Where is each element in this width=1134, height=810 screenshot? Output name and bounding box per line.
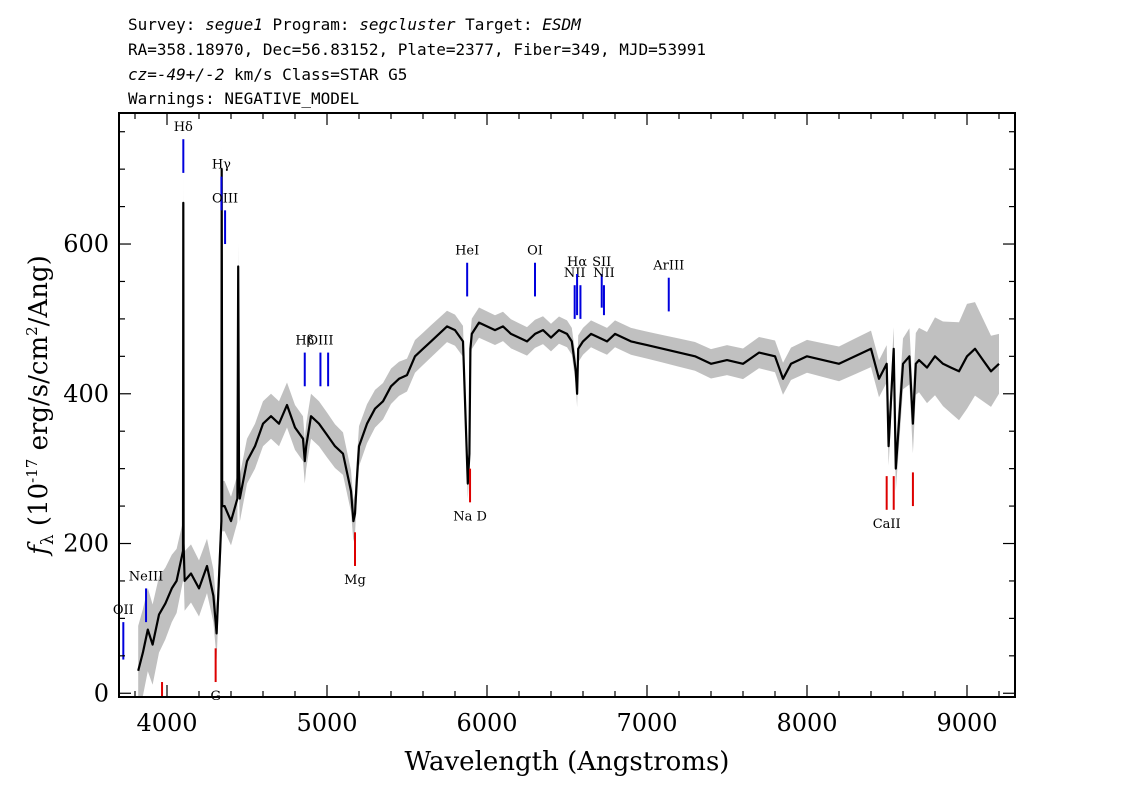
plot-frame	[118, 112, 1016, 698]
emission-line-label: Hα	[567, 255, 587, 270]
emission-line-label: OIII	[307, 334, 333, 349]
emission-line-label: Hγ	[212, 158, 231, 173]
program-name: segcluster	[359, 15, 456, 34]
emission-line-label: SII	[592, 255, 611, 270]
y-tick-label: 200	[63, 530, 109, 558]
x-tick-label: 5000	[296, 709, 357, 737]
emission-line-label: OII	[113, 603, 134, 618]
x-axis-label: Wavelength (Angstroms)	[405, 747, 730, 777]
x-tick-label: 9000	[936, 709, 997, 737]
error-band	[138, 143, 999, 697]
redshift-value: cz=-49+/-2	[128, 65, 224, 84]
header-line-3: cz=-49+/-2 km/s Class=STAR G5	[128, 65, 407, 84]
absorption-line-label: Mg	[344, 573, 366, 588]
emission-line-label: OI	[527, 244, 543, 259]
emission-line-label: NII	[564, 266, 586, 281]
x-tick-label: 8000	[776, 709, 837, 737]
y-tick-label: 0	[94, 679, 109, 707]
flux-line	[137, 168, 1000, 672]
x-tick-label: 6000	[456, 709, 517, 737]
emission-line-label: OIII	[212, 191, 238, 206]
header-line-4: Warnings: NEGATIVE_MODEL	[128, 89, 359, 108]
x-axis: 4000 5000 6000 7000 8000 9000	[134, 113, 1000, 737]
y-tick-label: 400	[63, 380, 109, 408]
emission-line-label: ArIII	[652, 259, 684, 274]
absorption-line-label: Na D	[453, 509, 487, 524]
x-tick-label: 7000	[616, 709, 677, 737]
x-tick-label: 4000	[136, 709, 197, 737]
header: Survey: segue1 Program: segcluster Targe…	[128, 15, 706, 108]
target-name: ESDM	[542, 15, 582, 34]
emission-line-label: HeI	[455, 244, 479, 259]
plot-area	[137, 143, 1000, 697]
survey-name: segue1	[205, 15, 263, 34]
header-line-1: Survey: segue1 Program: segcluster Targe…	[128, 15, 582, 34]
emission-line-label: NeIII	[129, 569, 163, 584]
y-axis-label: fλ (10-17 erg/s/cm2/Ang)	[23, 255, 58, 557]
y-tick-label: 600	[63, 230, 109, 258]
header-line-2: RA=358.18970, Dec=56.83152, Plate=2377, …	[128, 40, 706, 59]
emission-line-label: Hδ	[174, 120, 193, 135]
emission-line-label: NII	[593, 266, 615, 281]
absorption-line-label: CaII	[873, 517, 901, 532]
emission-line-label: Hβ	[295, 334, 314, 349]
y-axis: 0 200 400 600	[63, 131, 1015, 707]
